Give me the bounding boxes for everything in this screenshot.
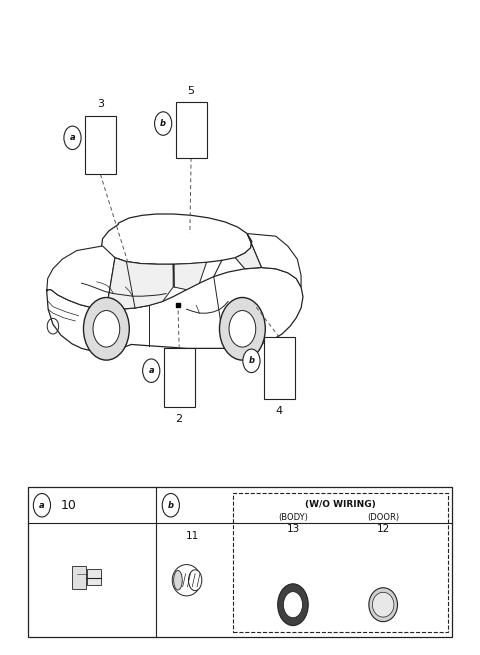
Bar: [264, 337, 295, 400]
Circle shape: [64, 126, 81, 149]
Circle shape: [229, 310, 256, 347]
Text: 11: 11: [186, 531, 199, 541]
Text: b: b: [168, 500, 174, 510]
Ellipse shape: [189, 570, 202, 591]
Text: a: a: [148, 366, 154, 375]
Polygon shape: [126, 261, 173, 308]
Text: 2: 2: [176, 413, 183, 424]
Ellipse shape: [369, 588, 397, 622]
Bar: [85, 115, 116, 174]
Polygon shape: [107, 257, 156, 309]
Circle shape: [243, 349, 260, 373]
Text: 13: 13: [287, 524, 300, 534]
Circle shape: [278, 584, 308, 626]
Ellipse shape: [174, 571, 182, 590]
Circle shape: [93, 310, 120, 347]
Circle shape: [155, 112, 172, 136]
Polygon shape: [102, 214, 252, 264]
Text: 3: 3: [97, 99, 104, 109]
Circle shape: [143, 359, 160, 383]
Bar: [72, 566, 86, 589]
Circle shape: [219, 297, 265, 360]
Text: a: a: [39, 500, 45, 510]
Bar: [28, 487, 452, 637]
Text: (BODY): (BODY): [278, 514, 308, 523]
Polygon shape: [47, 246, 115, 309]
Ellipse shape: [172, 565, 201, 596]
Text: (DOOR): (DOOR): [367, 514, 399, 523]
Polygon shape: [235, 234, 262, 269]
Text: b: b: [249, 356, 254, 365]
Circle shape: [283, 591, 302, 618]
Text: 4: 4: [276, 405, 283, 416]
Circle shape: [162, 493, 180, 517]
Polygon shape: [174, 262, 206, 290]
Polygon shape: [47, 267, 303, 352]
Bar: [87, 569, 101, 585]
Text: 10: 10: [60, 498, 76, 512]
Text: b: b: [160, 119, 166, 128]
Bar: [176, 102, 206, 158]
Text: (W/O WIRING): (W/O WIRING): [305, 500, 375, 510]
Ellipse shape: [372, 592, 394, 617]
Polygon shape: [247, 234, 301, 287]
Circle shape: [34, 493, 50, 517]
Bar: [233, 493, 447, 632]
Text: 12: 12: [376, 524, 390, 534]
Text: a: a: [70, 134, 75, 142]
Bar: [164, 348, 195, 407]
Text: 5: 5: [188, 86, 194, 96]
Circle shape: [84, 297, 129, 360]
